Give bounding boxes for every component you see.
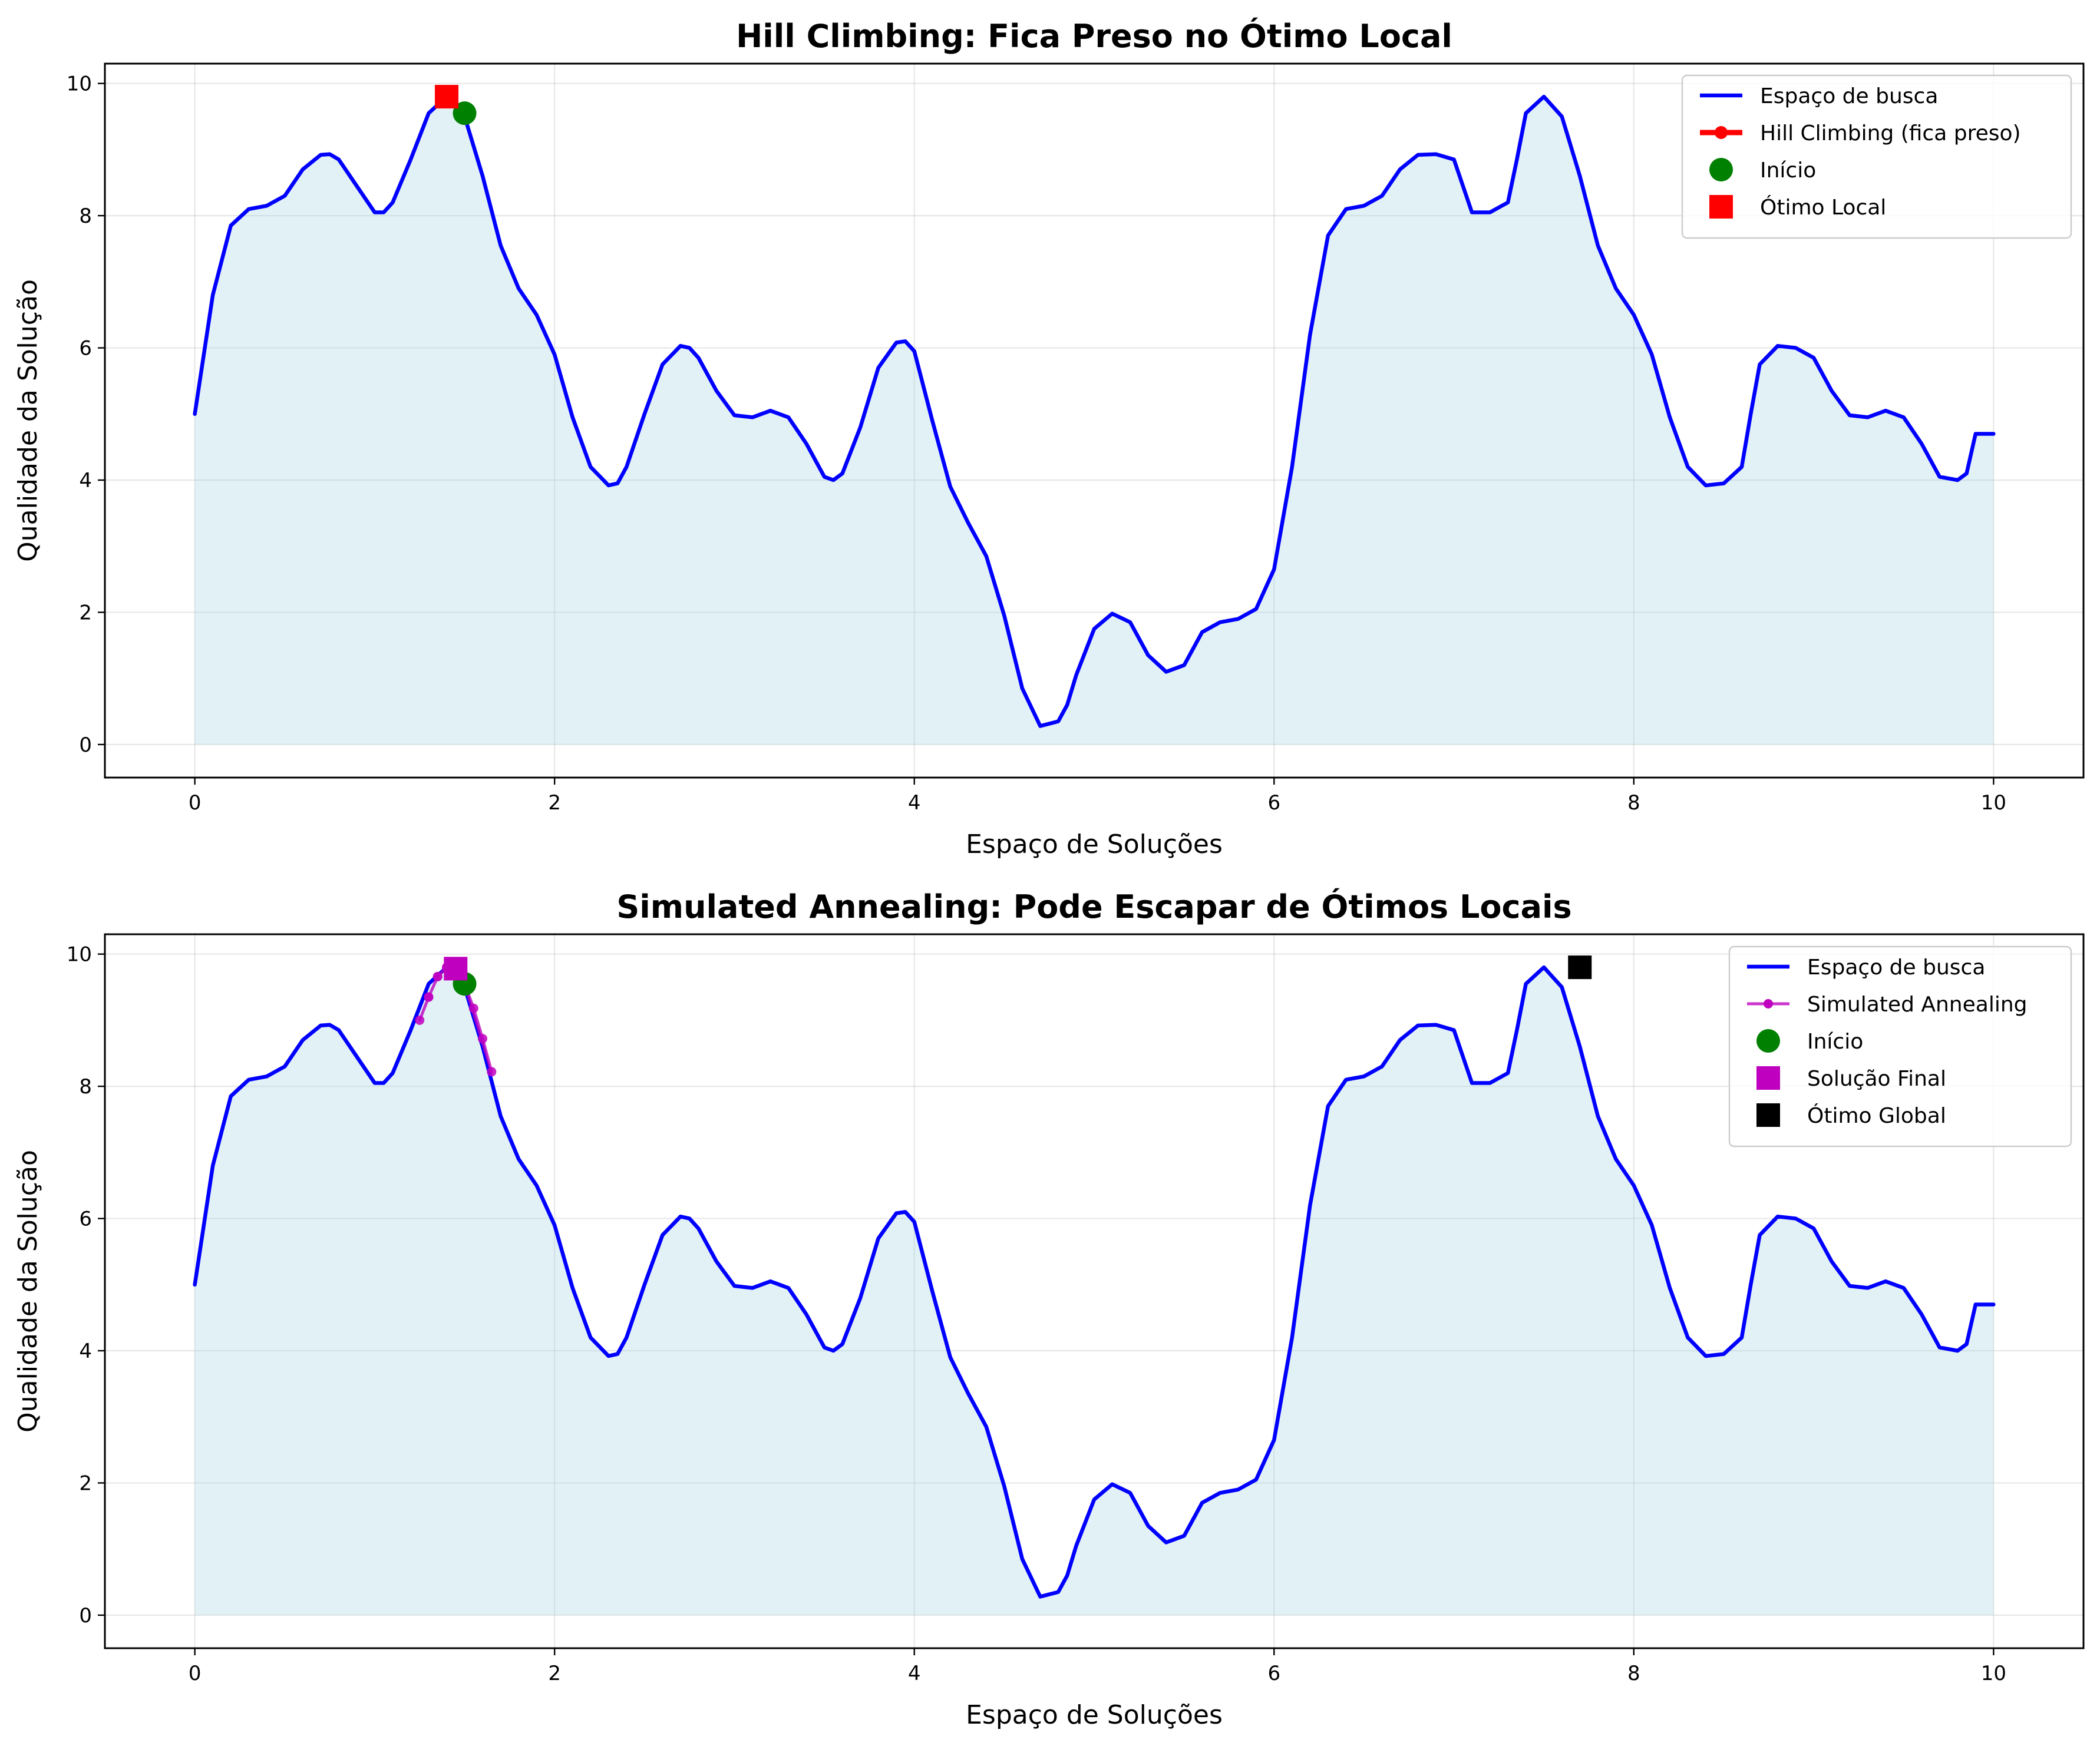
x-tick-label: 10 (1981, 791, 2006, 815)
search-space-line (193, 94, 1996, 728)
y-tick-label: 0 (79, 1604, 92, 1628)
panel-1: 0 2 4 6 8 10 0 2 4 6 8 10 Hill Climbing: Fica Preso … (13, 18, 2085, 859)
legend-entry: Início (1756, 1029, 1863, 1054)
legend-label: Solução Final (1807, 1067, 1946, 1091)
solucao-final-marker (444, 957, 468, 981)
x-tick-label: 2 (548, 791, 561, 815)
legend-label: Espaço de busca (1807, 955, 1985, 980)
legend-entry: Espaço de busca (1700, 84, 1938, 108)
y-tick-label: 10 (67, 943, 92, 967)
x-tick-label: 4 (908, 791, 921, 815)
legend: Espaço de busca Simulated Annealing Início… (1728, 945, 2072, 1148)
x-tick-label: 0 (189, 1662, 202, 1685)
y-tick-label: 10 (67, 72, 92, 96)
legend: Espaço de busca Hill Climbing (fica preso… (1681, 74, 2072, 239)
panel-title: Simulated Annealing: Pode Escapar de Óti… (616, 888, 1571, 925)
plot-area (193, 955, 1996, 1615)
simulated-annealing-point (424, 992, 434, 1002)
legend-entry: Início (1709, 158, 1816, 183)
simulated-annealing-point (478, 1034, 488, 1044)
y-tick-label: 8 (79, 1075, 92, 1099)
simulated-annealing-point (468, 1003, 478, 1013)
legend-marker-swatch (1756, 1103, 1780, 1127)
x-tick-label: 6 (1267, 1662, 1280, 1685)
legend-entry: Hill Climbing (fica preso) (1700, 121, 2021, 146)
legend-box (1728, 945, 2072, 1148)
search-space-fill (194, 97, 1994, 745)
legend-label: Início (1760, 158, 1816, 183)
legend-label: Hill Climbing (fica preso) (1760, 121, 2021, 146)
search-space-fill (194, 967, 1994, 1615)
inicio-marker (453, 101, 477, 125)
axes-frame (104, 62, 2085, 779)
y-tick-label: 2 (79, 601, 92, 624)
simulated-annealing-point (415, 1015, 425, 1025)
legend-label: Espaço de busca (1760, 84, 1938, 108)
legend-label: Ótimo Global (1807, 1103, 1946, 1128)
x-tick-label: 2 (548, 1662, 561, 1685)
legend-marker-swatch (1756, 1066, 1780, 1090)
panel-2: 0 2 4 6 8 10 0 2 4 6 8 10 Simulated Annealing: Pode … (13, 888, 2085, 1730)
search-space-line (193, 965, 1996, 1599)
legend-label: Início (1807, 1030, 1863, 1054)
legend-marker-swatch (1709, 195, 1733, 219)
legend-marker-swatch (1715, 126, 1728, 139)
y-tick-label: 4 (79, 469, 92, 492)
y-axis-label: Qualidade da Solução (13, 279, 43, 562)
y-tick-label: 8 (79, 204, 92, 228)
legend-entry: Ótimo Global (1756, 1103, 1946, 1128)
otimo-local-marker (435, 85, 459, 109)
plot-area (193, 85, 1996, 745)
legend-marker-swatch (1756, 1029, 1780, 1053)
y-tick-label: 2 (79, 1471, 92, 1495)
simulated-annealing-point (432, 971, 443, 981)
y-axis-label: Qualidade da Solução (13, 1150, 43, 1433)
x-tick-label: 8 (1627, 1662, 1640, 1685)
legend-entry: Ótimo Local (1709, 195, 1886, 220)
y-tick-label: 6 (79, 337, 92, 361)
legend-entry: Espaço de busca (1747, 955, 1985, 980)
legend-entry: Simulated Annealing (1747, 993, 2028, 1017)
legend-entry: Solução Final (1756, 1066, 1946, 1091)
x-axis-label: Espaço de Soluções (966, 1700, 1223, 1730)
legend-box (1681, 74, 2072, 239)
axes-frame (104, 933, 2085, 1649)
x-axis-label: Espaço de Soluções (966, 829, 1223, 859)
x-tick-label: 10 (1981, 1662, 2006, 1685)
x-tick-label: 6 (1267, 791, 1280, 815)
y-tick-label: 6 (79, 1208, 92, 1231)
otimo-global-marker (1568, 955, 1592, 980)
simulated-annealing-point (487, 1067, 497, 1077)
legend-label: Simulated Annealing (1807, 993, 2028, 1017)
y-tick-label: 4 (79, 1340, 92, 1363)
x-tick-label: 0 (189, 791, 202, 815)
panel-title: Hill Climbing: Fica Preso no Ótimo Local (736, 18, 1452, 55)
legend-label: Ótimo Local (1760, 195, 1886, 220)
legend-marker-swatch (1709, 158, 1733, 181)
x-tick-label: 4 (908, 1662, 921, 1685)
x-tick-label: 8 (1627, 791, 1640, 815)
y-tick-label: 0 (79, 733, 92, 757)
legend-marker-swatch (1764, 999, 1773, 1008)
